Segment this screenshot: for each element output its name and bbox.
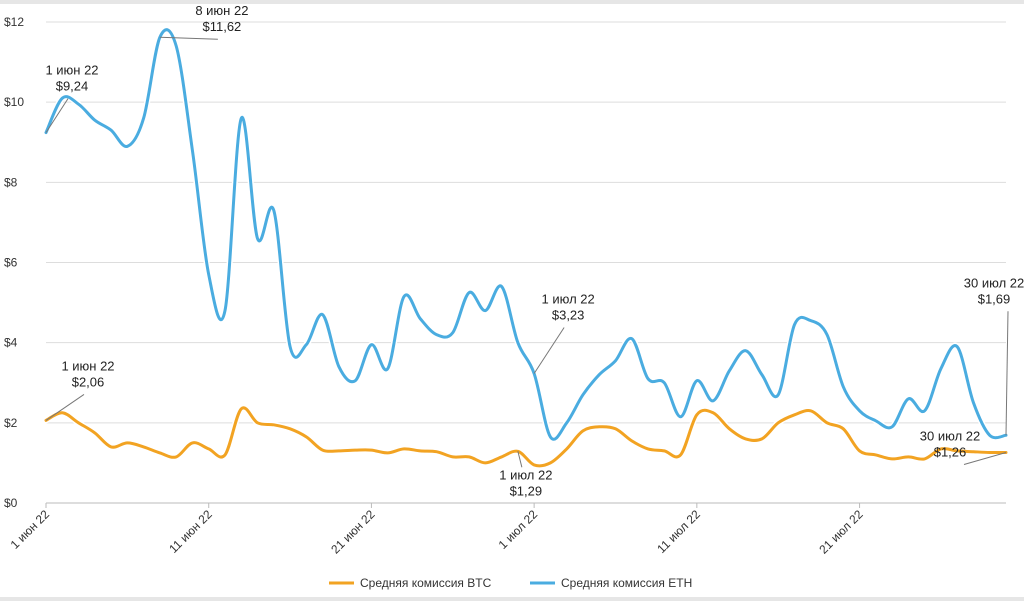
annotation-value: $1,69 [978, 291, 1011, 306]
series-line-btc [44, 406, 1008, 468]
y-tick-label: $2 [4, 416, 18, 430]
annotation-date: 8 июн 22 [195, 3, 248, 18]
annotation-value: $3,23 [552, 308, 585, 323]
x-tick-label: 11 июн 22 [166, 507, 215, 556]
grid-lines [46, 21, 1006, 504]
legend: Средняя комиссия BTC Средняя комиссия ET… [329, 576, 692, 590]
series-lines [43, 26, 1009, 469]
annotation-value: $11,62 [202, 19, 241, 34]
annotation-connector [159, 36, 218, 40]
y-tick-label: $8 [4, 175, 18, 189]
annotation-date: 30 июл 22 [964, 275, 1024, 290]
annotation-date: 30 июл 22 [920, 428, 980, 443]
series-line-halo-eth [43, 26, 1009, 443]
y-tick-label: $6 [4, 256, 18, 270]
annotation-connector [533, 327, 565, 374]
x-tick-label: 1 июл 22 [496, 507, 541, 552]
legend-btc-label: Средняя комиссия BTC [360, 576, 492, 590]
annotation-connector [517, 451, 523, 468]
y-tick-label: $0 [4, 496, 18, 510]
x-tick-label: 21 июн 22 [328, 507, 378, 557]
annotation-date: 1 июл 22 [499, 467, 552, 482]
annotation-date: 1 июн 22 [61, 358, 114, 373]
annotations: 1 июн 22$9,248 июн 22$11,621 июл 22$3,23… [45, 3, 1024, 498]
annotation-value: $1,29 [510, 483, 543, 498]
series-line-eth [44, 28, 1008, 441]
x-tick-label: 1 июн 22 [8, 507, 53, 552]
x-tick-label: 11 июл 22 [654, 507, 703, 556]
y-tick-label: $10 [4, 95, 24, 109]
annotation-connector [963, 452, 1007, 465]
annotation-connector [1005, 311, 1009, 436]
x-tick-label: 21 июл 22 [816, 507, 866, 557]
x-axis-ticks: 1 июн 22 11 июн 22 21 июн 22 1 июл 22 11 июл… [8, 503, 866, 557]
legend-eth-label: Средняя комиссия ETH [561, 576, 692, 590]
annotation-value: $2,06 [72, 374, 105, 389]
y-tick-label: $4 [4, 336, 18, 350]
annotation-value: $1,26 [934, 444, 967, 459]
annotation-date: 1 июл 22 [542, 292, 595, 307]
annotation-connector [45, 98, 69, 133]
annotation-date: 1 июн 22 [45, 63, 98, 78]
y-axis-ticks: $0 $2 $4 $6 $8 $10 $12 [4, 15, 24, 510]
annotation-value: $9,24 [56, 79, 89, 94]
annotation-connector [45, 394, 85, 421]
y-tick-label: $12 [4, 15, 24, 29]
